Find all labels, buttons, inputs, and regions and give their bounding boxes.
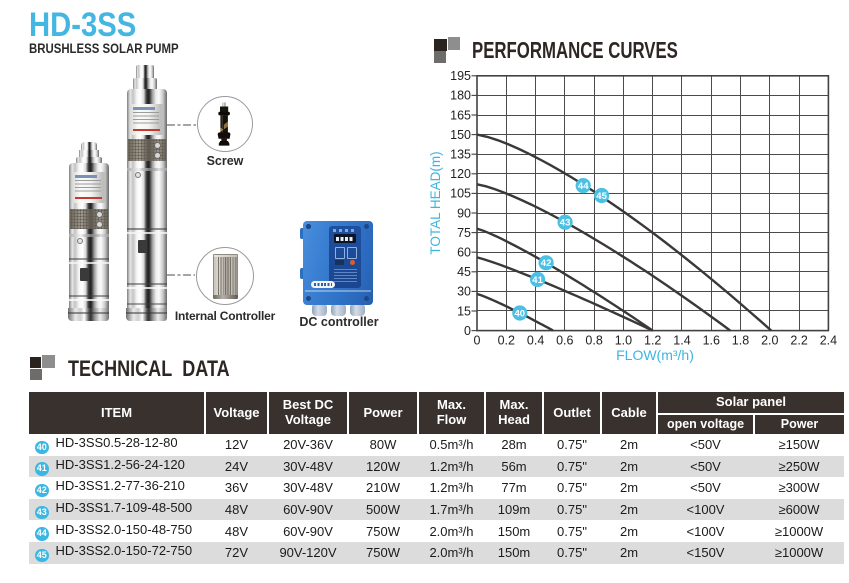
svg-text:105: 105 (450, 187, 471, 201)
svg-text:135: 135 (450, 148, 471, 162)
svg-text:1.6: 1.6 (703, 334, 720, 348)
svg-text:75: 75 (457, 226, 471, 240)
svg-text:120: 120 (450, 167, 471, 181)
svg-text:FLOW(m³/h): FLOW(m³/h) (616, 347, 694, 363)
svg-text:60: 60 (457, 246, 471, 260)
svg-text:0.2: 0.2 (498, 334, 515, 348)
svg-text:180: 180 (450, 89, 471, 103)
svg-text:0: 0 (464, 324, 471, 338)
svg-text:90: 90 (457, 206, 471, 220)
svg-text:1.4: 1.4 (673, 334, 690, 348)
svg-text:TOTAL HEAD(m): TOTAL HEAD(m) (428, 151, 443, 254)
svg-text:195: 195 (450, 69, 471, 83)
svg-text:1.8: 1.8 (732, 334, 749, 348)
svg-text:0.4: 0.4 (527, 334, 544, 348)
svg-text:45: 45 (596, 191, 607, 202)
svg-text:30: 30 (457, 285, 471, 299)
svg-text:2.0: 2.0 (761, 334, 778, 348)
svg-text:42: 42 (541, 258, 552, 269)
svg-text:2.2: 2.2 (790, 334, 807, 348)
svg-text:44: 44 (578, 181, 589, 192)
svg-text:0.6: 0.6 (556, 334, 573, 348)
svg-text:15: 15 (457, 304, 471, 318)
svg-text:1.2: 1.2 (644, 334, 661, 348)
svg-text:0: 0 (474, 334, 481, 348)
svg-text:41: 41 (532, 275, 543, 286)
svg-text:150: 150 (450, 128, 471, 142)
svg-text:0.8: 0.8 (585, 334, 602, 348)
svg-text:43: 43 (560, 218, 571, 229)
svg-text:40: 40 (515, 308, 526, 319)
svg-text:2.4: 2.4 (820, 334, 837, 348)
svg-text:45: 45 (457, 265, 471, 279)
svg-text:1.0: 1.0 (615, 334, 632, 348)
svg-text:165: 165 (450, 108, 471, 122)
